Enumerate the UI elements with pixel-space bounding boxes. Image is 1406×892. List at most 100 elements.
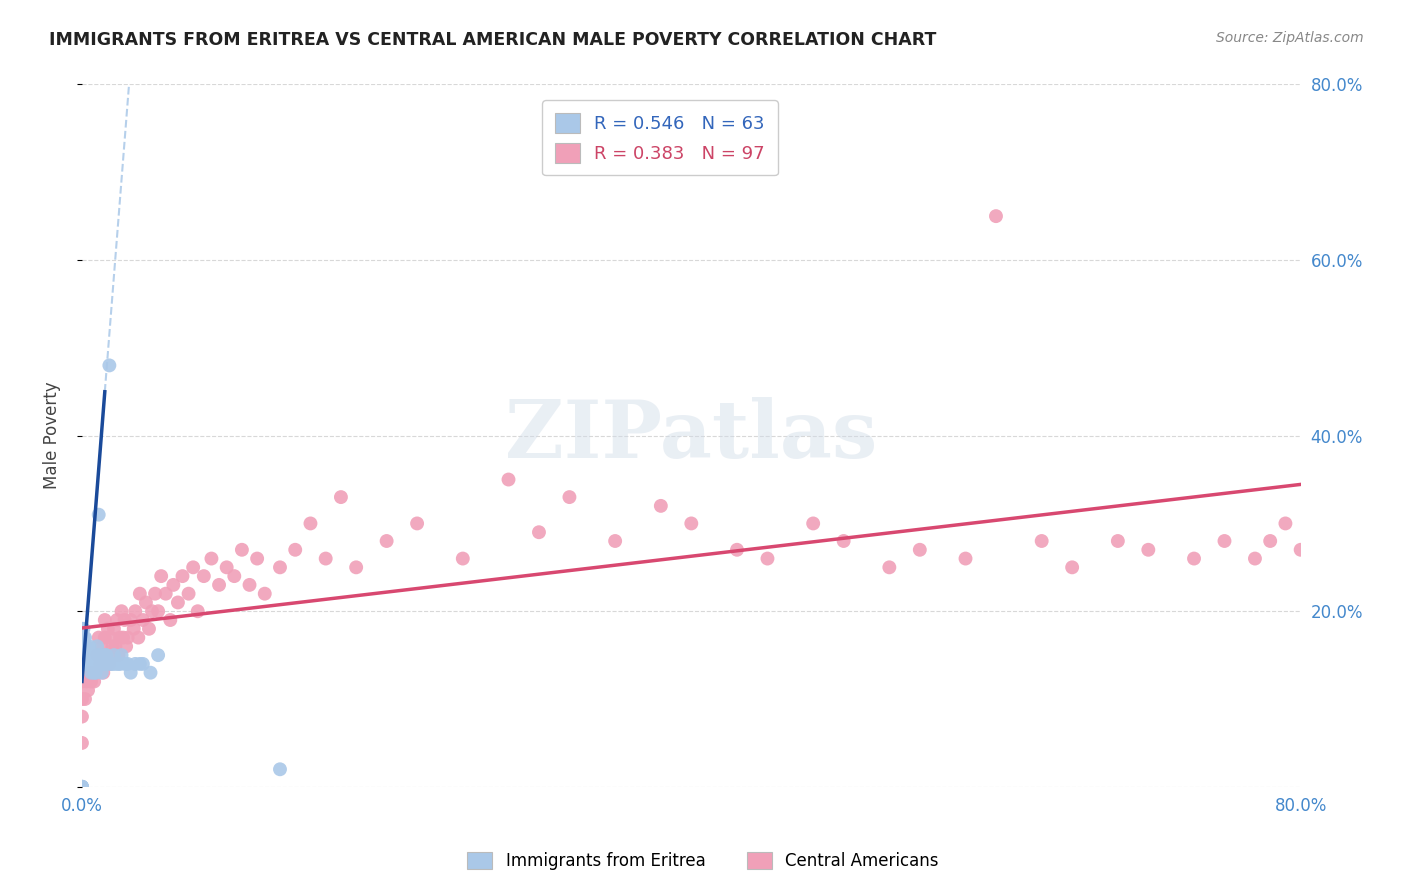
Point bbox=[80, 674, 103, 689]
Point bbox=[70, 692, 93, 706]
Point bbox=[83, 665, 105, 680]
Point bbox=[70, 780, 93, 794]
Point bbox=[181, 560, 204, 574]
Point bbox=[117, 657, 139, 671]
Point bbox=[138, 622, 160, 636]
Point bbox=[73, 657, 96, 671]
Point bbox=[208, 578, 231, 592]
Point bbox=[70, 780, 93, 794]
Point bbox=[120, 613, 142, 627]
Point bbox=[84, 665, 107, 680]
Point bbox=[984, 209, 1007, 223]
Point bbox=[1274, 516, 1296, 531]
Point bbox=[79, 657, 101, 671]
Point bbox=[83, 674, 105, 689]
Point bbox=[955, 551, 977, 566]
Point bbox=[108, 631, 131, 645]
Point bbox=[91, 665, 114, 680]
Point bbox=[406, 516, 429, 531]
Text: Source: ZipAtlas.com: Source: ZipAtlas.com bbox=[1216, 31, 1364, 45]
Point bbox=[187, 604, 209, 618]
Point bbox=[89, 648, 111, 662]
Point bbox=[1258, 534, 1281, 549]
Point bbox=[269, 560, 291, 574]
Point bbox=[86, 648, 108, 662]
Point bbox=[72, 622, 94, 636]
Point bbox=[105, 613, 128, 627]
Point bbox=[269, 762, 291, 776]
Point bbox=[155, 587, 177, 601]
Point bbox=[1031, 534, 1053, 549]
Point bbox=[83, 657, 105, 671]
Point bbox=[70, 674, 93, 689]
Point bbox=[253, 587, 276, 601]
Point bbox=[82, 665, 104, 680]
Point bbox=[146, 648, 169, 662]
Point bbox=[82, 648, 104, 662]
Point bbox=[89, 657, 111, 671]
Point bbox=[72, 657, 94, 671]
Point bbox=[141, 604, 163, 618]
Point bbox=[193, 569, 215, 583]
Point bbox=[101, 657, 124, 671]
Point bbox=[1137, 542, 1160, 557]
Text: ZIPatlas: ZIPatlas bbox=[505, 397, 877, 475]
Point bbox=[96, 648, 118, 662]
Point bbox=[100, 631, 122, 645]
Point bbox=[70, 648, 93, 662]
Point bbox=[801, 516, 824, 531]
Point bbox=[73, 648, 96, 662]
Point bbox=[124, 657, 146, 671]
Point bbox=[82, 657, 104, 671]
Point bbox=[231, 542, 253, 557]
Point bbox=[87, 508, 110, 522]
Point bbox=[86, 648, 108, 662]
Point bbox=[70, 640, 93, 654]
Point bbox=[120, 665, 142, 680]
Point bbox=[284, 542, 307, 557]
Point bbox=[108, 657, 131, 671]
Point bbox=[73, 631, 96, 645]
Point bbox=[117, 631, 139, 645]
Point bbox=[451, 551, 474, 566]
Point bbox=[224, 569, 246, 583]
Point bbox=[110, 648, 132, 662]
Point bbox=[87, 631, 110, 645]
Point bbox=[70, 780, 93, 794]
Point bbox=[79, 665, 101, 680]
Point bbox=[879, 560, 901, 574]
Point bbox=[128, 657, 150, 671]
Point bbox=[246, 551, 269, 566]
Point bbox=[76, 674, 98, 689]
Point bbox=[70, 648, 93, 662]
Point bbox=[135, 595, 157, 609]
Point bbox=[86, 657, 108, 671]
Point bbox=[132, 657, 155, 671]
Point bbox=[89, 657, 111, 671]
Point bbox=[70, 780, 93, 794]
Point bbox=[114, 657, 136, 671]
Point bbox=[527, 525, 550, 540]
Point bbox=[124, 604, 146, 618]
Point bbox=[70, 780, 93, 794]
Point bbox=[139, 665, 162, 680]
Point bbox=[80, 657, 103, 671]
Point bbox=[76, 640, 98, 654]
Point bbox=[1213, 534, 1236, 549]
Point bbox=[70, 780, 93, 794]
Point bbox=[1289, 542, 1312, 557]
Point bbox=[101, 640, 124, 654]
Point bbox=[97, 622, 120, 636]
Point bbox=[77, 683, 100, 698]
Point bbox=[90, 640, 112, 654]
Point bbox=[104, 640, 127, 654]
Point bbox=[70, 709, 93, 723]
Point bbox=[98, 657, 121, 671]
Point bbox=[77, 657, 100, 671]
Legend: R = 0.546   N = 63, R = 0.383   N = 97: R = 0.546 N = 63, R = 0.383 N = 97 bbox=[541, 101, 778, 176]
Point bbox=[94, 648, 117, 662]
Point bbox=[100, 657, 122, 671]
Point bbox=[90, 665, 112, 680]
Point bbox=[498, 473, 520, 487]
Point bbox=[143, 587, 166, 601]
